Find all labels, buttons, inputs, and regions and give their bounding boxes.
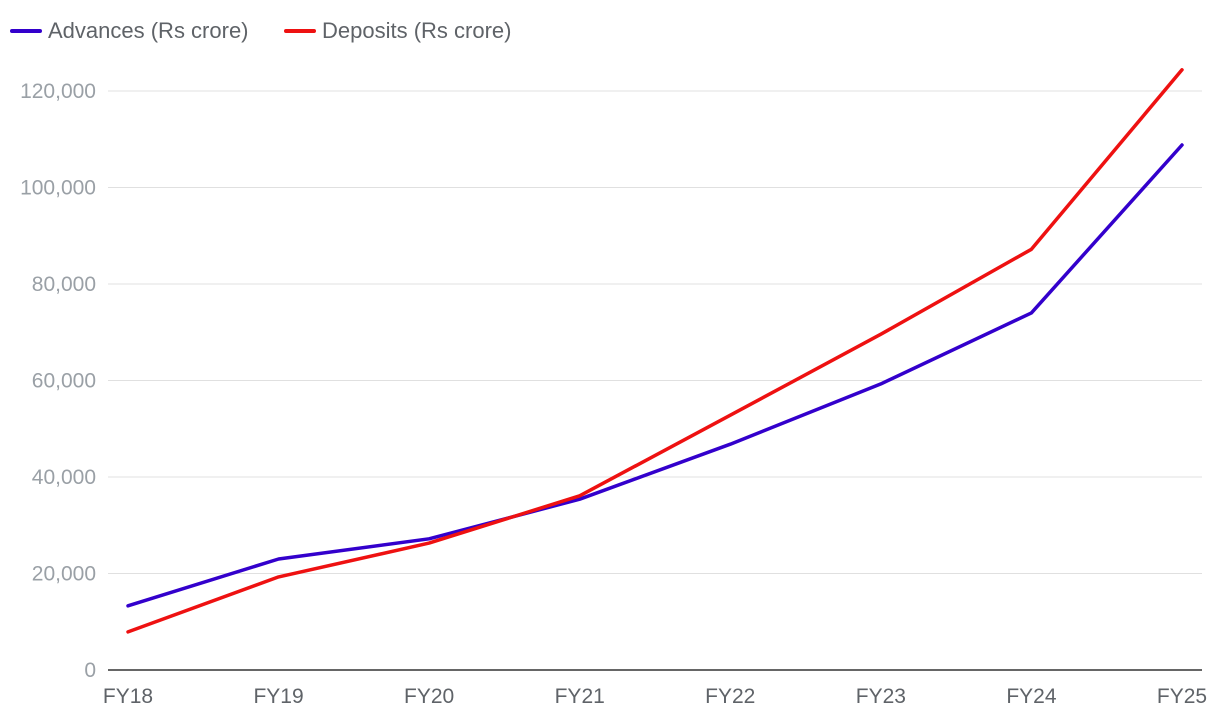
y-tick-label: 100,000	[20, 177, 96, 200]
y-tick-label: 120,000	[20, 80, 96, 103]
series-line-advances	[126, 143, 1184, 608]
y-tick-label: 20,000	[32, 563, 96, 586]
y-axis-ticks: 0 20,000 40,000 60,000 80,000 100,000 120,000	[20, 80, 96, 682]
x-tick-label: FY21	[555, 685, 605, 708]
x-tick-label: FY25	[1157, 685, 1207, 708]
series-lines	[126, 68, 1184, 634]
x-tick-label: FY24	[1006, 685, 1057, 708]
y-tick-label: 60,000	[32, 370, 96, 393]
legend-label-1: Advances (Rs crore)	[48, 18, 249, 43]
y-tick-label: 0	[84, 659, 96, 682]
x-tick-label: FY23	[856, 685, 906, 708]
y-tick-label: 40,000	[32, 466, 96, 489]
x-axis-ticks: FY18 FY19 FY20 FY21 FY22 FY23 FY24 FY25	[103, 685, 1207, 708]
x-tick-label: FY20	[404, 685, 454, 708]
legend-label-2: Deposits (Rs crore)	[322, 18, 511, 43]
x-tick-label: FY18	[103, 685, 153, 708]
x-tick-label: FY19	[253, 685, 303, 708]
grid-lines	[108, 90, 1202, 574]
y-tick-label: 80,000	[32, 273, 96, 296]
legend: Advances (Rs crore) Deposits (Rs crore)	[10, 18, 511, 43]
x-tick-label: FY22	[705, 685, 755, 708]
series-line-deposits	[126, 68, 1184, 634]
